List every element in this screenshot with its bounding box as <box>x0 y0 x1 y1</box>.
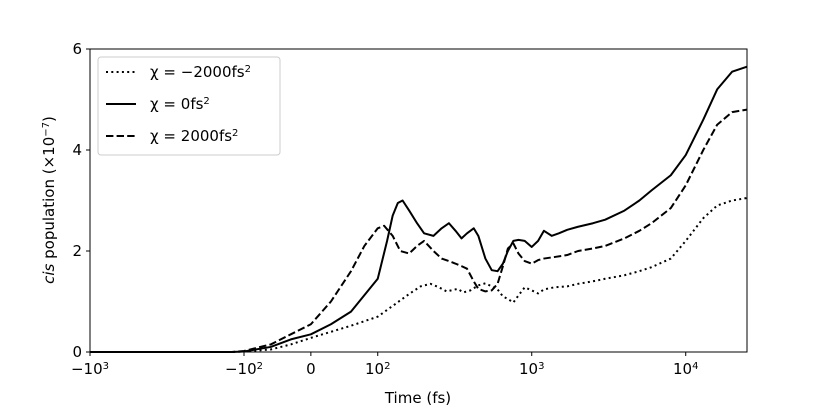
x-axis-label: Time (fs) <box>384 389 451 407</box>
ticks-layer: −103 −102 0 102 103 104 0 2 4 6 <box>71 40 698 378</box>
legend-entry-chi-2000: χ = 2000fs2 <box>106 127 238 145</box>
series-line-dotted <box>90 196 748 353</box>
legend-entry-chi-neg-2000: χ = −2000fs2 <box>106 63 251 81</box>
legend-label-chi-0: χ = 0fs2 <box>150 95 210 113</box>
legend-entry-chi-0: χ = 0fs2 <box>106 95 210 113</box>
x-tick-label: 104 <box>673 360 698 378</box>
y-axis-label-text: population (×10 <box>40 137 58 264</box>
legend-box <box>97 56 281 156</box>
y-axis-label-exponent: −7 <box>41 122 52 137</box>
x-tick-label: −103 <box>71 360 109 378</box>
y-tick-label: 6 <box>72 40 82 58</box>
x-tick-label: 0 <box>306 360 316 378</box>
series-line-dashed <box>90 108 748 353</box>
x-tick-label: −102 <box>225 360 263 378</box>
series-line-solid <box>90 65 748 353</box>
y-tick-label: 2 <box>72 242 82 260</box>
x-tick-label: 102 <box>365 360 390 378</box>
legend-label-chi-neg-2000: χ = −2000fs2 <box>150 63 251 81</box>
legend-label-chi-2000: χ = 2000fs2 <box>150 127 238 145</box>
x-tick-label: 103 <box>519 360 544 378</box>
plot-frame <box>89 48 748 353</box>
legend: χ = −2000fs2 χ = 0fs2 χ = 2000fs2 <box>97 56 281 156</box>
y-tick-label: 0 <box>72 343 82 361</box>
y-axis-label-close: ) <box>40 116 58 122</box>
y-axis-label-italic: cis <box>40 263 58 283</box>
series-layer <box>90 65 748 353</box>
y-tick-label: 4 <box>72 141 82 159</box>
y-axis-label: cis population (×10−7) <box>40 116 58 284</box>
